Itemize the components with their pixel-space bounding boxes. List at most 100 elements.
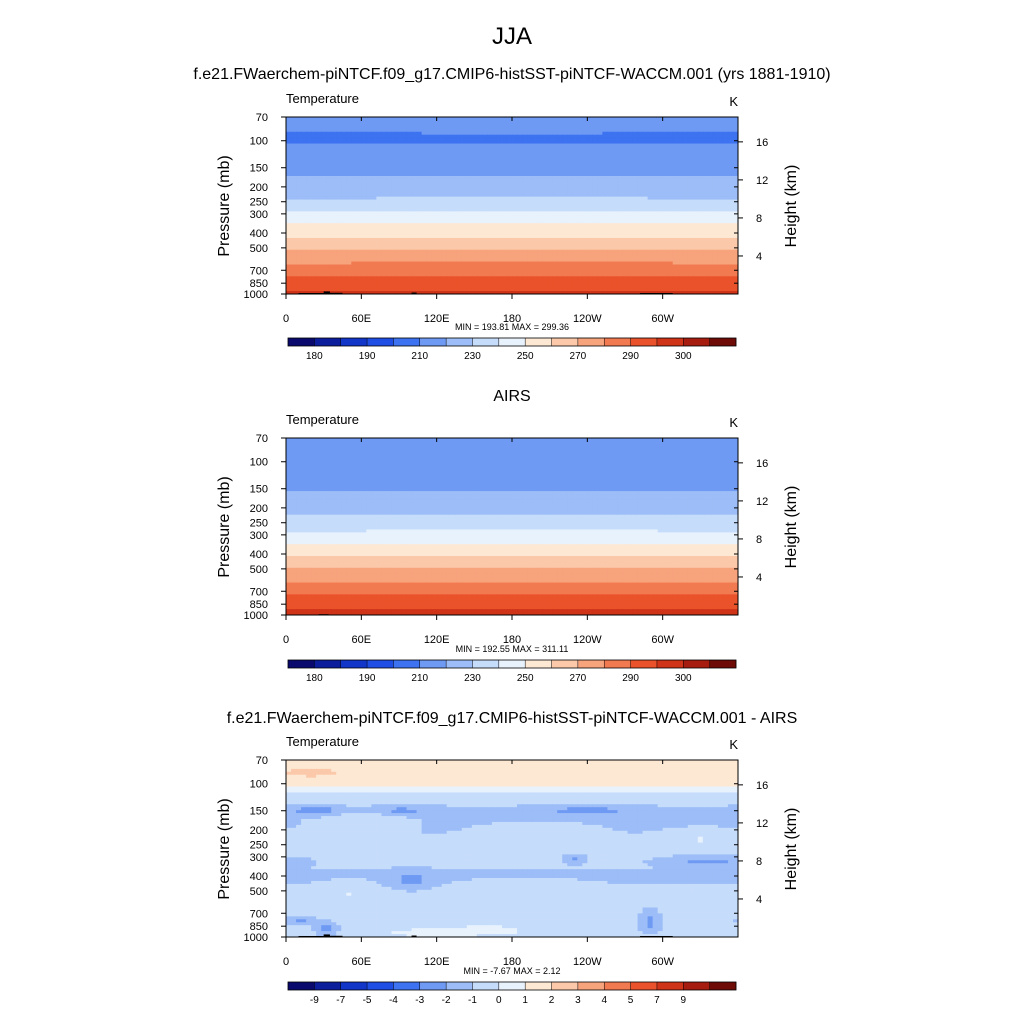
- contour-cell: [476, 187, 483, 192]
- contour-cell: [577, 237, 583, 242]
- contour-cell: [727, 190, 734, 195]
- contour-cell: [296, 143, 302, 148]
- contour-cell: [316, 214, 322, 218]
- contour-cell: [451, 164, 458, 168]
- contour-cell: [361, 279, 367, 283]
- contour-cell: [441, 196, 448, 201]
- contour-cell: [652, 184, 659, 189]
- contour-cell: [286, 235, 292, 239]
- contour-cell: [426, 229, 433, 233]
- contour-cell: [316, 161, 322, 165]
- contour-cell: [667, 232, 674, 236]
- contour-cell: [316, 119, 322, 124]
- contour-cell: [697, 178, 704, 183]
- contour-cell: [496, 125, 503, 130]
- contour-cell: [537, 155, 543, 159]
- contour-cell: [311, 131, 317, 136]
- contour-cell: [717, 267, 724, 271]
- contour-cell: [461, 252, 468, 257]
- contour-cell: [351, 149, 357, 153]
- contour-cell: [471, 208, 478, 212]
- contour-cell: [547, 202, 553, 207]
- contour-cell: [461, 140, 468, 145]
- contour-cell: [301, 190, 307, 195]
- contour-cell: [597, 134, 603, 139]
- contour-cell: [441, 202, 448, 207]
- contour-cell: [366, 249, 372, 254]
- contour-cell: [501, 246, 508, 251]
- contour-cell: [471, 137, 478, 142]
- contour-cell: [381, 252, 388, 257]
- contour-cell: [682, 214, 689, 218]
- contour-cell: [527, 273, 533, 277]
- contour-cell: [436, 220, 443, 224]
- contour-cell: [627, 187, 634, 192]
- contour-cell: [602, 117, 609, 121]
- contour-cell: [476, 134, 483, 139]
- contour-cell: [441, 190, 448, 195]
- contour-cell: [436, 143, 443, 148]
- contour-cell: [632, 252, 639, 257]
- contour-cell: [311, 202, 317, 207]
- contour-cell: [677, 199, 684, 204]
- contour-cell: [597, 119, 603, 124]
- contour-cell: [622, 196, 629, 201]
- contour-cell: [657, 273, 664, 277]
- contour-cell: [727, 193, 734, 198]
- contour-cell: [517, 264, 523, 269]
- contour-cell: [702, 193, 709, 198]
- contour-cell: [466, 143, 473, 148]
- contour-cell: [727, 255, 734, 260]
- contour-cell: [697, 155, 704, 159]
- contour-cell: [637, 208, 644, 212]
- contour-cell: [371, 164, 377, 168]
- contour-cell: [476, 235, 483, 239]
- contour-cell: [612, 173, 619, 177]
- contour-cell: [326, 223, 332, 227]
- contour-cell: [617, 117, 624, 121]
- contour-cell: [657, 167, 664, 171]
- contour-cell: [471, 140, 478, 145]
- contour-cell: [512, 155, 518, 159]
- contour-cell: [527, 117, 533, 121]
- contour-cell: [396, 202, 403, 207]
- contour-cell: [386, 170, 393, 174]
- contour-cell: [632, 211, 639, 215]
- contour-cell: [491, 149, 498, 153]
- contour-cell: [471, 270, 478, 274]
- contour-cell: [341, 208, 347, 212]
- contour-cell: [466, 119, 473, 124]
- contour-cell: [647, 146, 654, 151]
- contour-cell: [592, 164, 598, 168]
- contour-cell: [471, 134, 478, 139]
- contour-cell: [366, 255, 372, 260]
- contour-cell: [296, 193, 302, 198]
- contour-cell: [316, 199, 322, 204]
- contour-cell: [451, 223, 458, 227]
- contour-cell: [386, 149, 393, 153]
- contour-cell: [672, 202, 679, 207]
- contour-cell: [682, 146, 689, 151]
- contour-cell: [647, 196, 654, 201]
- contour-cell: [642, 217, 649, 221]
- contour-cell: [587, 199, 593, 204]
- contour-cell: [517, 223, 523, 227]
- contour-cell: [346, 279, 352, 283]
- contour-cell: [617, 223, 624, 227]
- contour-cell: [451, 170, 458, 174]
- contour-cell: [406, 240, 413, 245]
- contour-cell: [537, 267, 543, 271]
- contour-cell: [421, 249, 428, 254]
- contour-cell: [346, 140, 352, 145]
- contour-cell: [496, 146, 503, 151]
- contour-cell: [506, 264, 513, 269]
- contour-cell: [501, 252, 508, 257]
- contour-cell: [296, 276, 302, 280]
- contour-cell: [296, 178, 302, 183]
- contour-cell: [582, 167, 588, 171]
- contour-cell: [416, 176, 423, 180]
- contour-cell: [436, 258, 443, 263]
- contour-cell: [687, 226, 694, 230]
- contour-cell: [592, 243, 598, 248]
- contour-cell: [632, 134, 639, 139]
